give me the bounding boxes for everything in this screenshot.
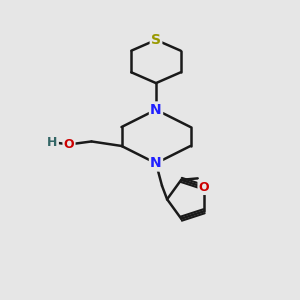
Text: S: S — [151, 33, 161, 47]
Text: O: O — [64, 138, 74, 151]
Text: N: N — [150, 103, 162, 117]
Text: O: O — [199, 181, 209, 194]
Text: N: N — [150, 156, 162, 170]
Text: H: H — [47, 136, 58, 149]
